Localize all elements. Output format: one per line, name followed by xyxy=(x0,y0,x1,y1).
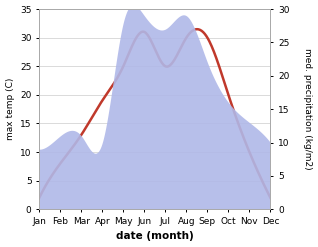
Y-axis label: max temp (C): max temp (C) xyxy=(5,78,15,140)
X-axis label: date (month): date (month) xyxy=(116,231,194,242)
Y-axis label: med. precipitation (kg/m2): med. precipitation (kg/m2) xyxy=(303,48,313,170)
